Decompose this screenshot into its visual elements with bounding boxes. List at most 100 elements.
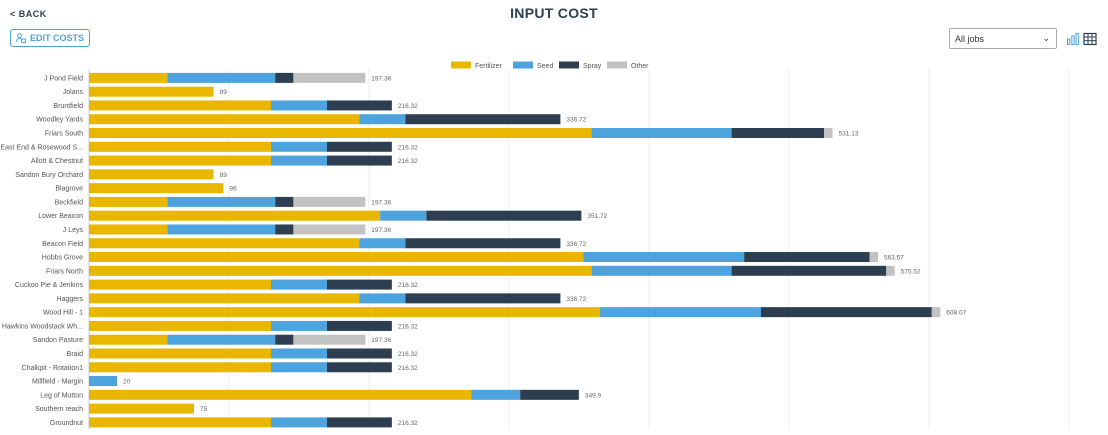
legend-label-fertilizer: Fertilizer	[475, 63, 503, 70]
category-label: Beckfield	[55, 199, 84, 206]
bar-total-label: 216.32	[398, 282, 418, 289]
category-label: J Pond Field	[44, 75, 83, 82]
bar-segment-fertilizer	[89, 210, 381, 221]
category-label: Millfield - Margin	[32, 379, 83, 386]
bar-segment-spray	[405, 238, 561, 249]
category-label: Cuckoo Pie & Jenkins	[15, 282, 84, 289]
bar-segment-fertilizer	[89, 238, 360, 249]
bar-segment-spray	[327, 279, 392, 290]
bar-total-label: 563.57	[884, 255, 904, 262]
bar-total-label: 75	[200, 406, 208, 413]
edit-costs-button[interactable]: EDIT COSTS	[10, 29, 90, 47]
bar-segment-seed	[359, 114, 406, 125]
bar-series	[89, 72, 941, 428]
chart-legend: Fertilizer Seed Spray Other	[451, 61, 649, 70]
bar-segment-spray	[327, 417, 392, 428]
bar-segment-spray	[327, 348, 392, 359]
bar-total-label: 216.32	[398, 144, 418, 151]
bar-total-label: 96	[229, 186, 237, 193]
category-label: Hawkins Woodstack Wh...	[2, 323, 83, 330]
category-label: Bruntfield	[53, 103, 83, 110]
category-label: Wood Hill - 1	[43, 310, 83, 317]
bar-segment-fertilizer	[89, 279, 271, 290]
legend-swatch-other	[607, 61, 627, 69]
bar-segment-seed	[167, 196, 276, 207]
bar-segment-seed	[271, 320, 327, 331]
bar-segment-fertilizer	[89, 320, 271, 331]
bar-segment-fertilizer	[89, 403, 194, 414]
bar-segment-fertilizer	[89, 128, 592, 139]
bar-segment-other	[293, 224, 366, 235]
bar-segment-spray	[327, 155, 392, 166]
bar-segment-fertilizer	[89, 224, 168, 235]
bar-chart-icon[interactable]	[1066, 32, 1080, 46]
bar-segment-other	[824, 128, 833, 139]
bar-segment-fertilizer	[89, 155, 271, 166]
bar-total-label: 531.13	[839, 131, 859, 138]
bar-segment-fertilizer	[89, 141, 271, 152]
back-button[interactable]: < BACK	[10, 9, 47, 19]
bar-segment-spray	[744, 252, 870, 263]
job-filter-value: All jobs	[955, 33, 985, 44]
bar-total-label: 608.07	[946, 310, 966, 317]
category-label: Groundnut	[50, 420, 83, 427]
bar-segment-seed	[271, 155, 327, 166]
bar-total-label: 336.72	[566, 117, 586, 124]
bar-segment-seed	[271, 417, 327, 428]
bar-segment-seed	[271, 348, 327, 359]
bar-segment-fertilizer	[89, 169, 214, 180]
bar-total-label: 89	[220, 172, 228, 179]
bar-segment-spray	[275, 72, 294, 83]
category-label: Sandon Pasture	[33, 337, 83, 344]
page-title: INPUT COST	[510, 5, 598, 21]
bar-segment-spray	[405, 293, 561, 304]
legend-label-seed: Seed	[537, 63, 553, 70]
bar-segment-fertilizer	[89, 100, 271, 111]
category-label: Lower Beacon	[38, 213, 83, 220]
bar-total-label: 216.32	[398, 158, 418, 165]
table-icon[interactable]	[1083, 32, 1097, 46]
chevron-down-icon: ⌄	[1042, 33, 1050, 43]
bar-total-label: 216.32	[398, 323, 418, 330]
bar-total-label: 216.32	[398, 351, 418, 358]
bar-total-label: 336.72	[566, 296, 586, 303]
bar-segment-other	[869, 252, 878, 263]
bar-segment-spray	[327, 320, 392, 331]
category-label: J Leys	[63, 227, 84, 234]
bar-segment-seed	[471, 389, 521, 400]
bar-segment-spray	[327, 141, 392, 152]
legend-swatch-spray	[559, 61, 579, 69]
category-label: Blagrove	[55, 186, 83, 193]
bar-total-label: 336.72	[566, 241, 586, 248]
bar-segment-spray	[731, 128, 824, 139]
bar-segment-other	[886, 265, 895, 276]
bar-segment-fertilizer	[89, 389, 472, 400]
bar-total-label: 197.36	[371, 75, 391, 82]
legend-label-other: Other	[631, 63, 649, 70]
bar-segment-fertilizer	[89, 252, 584, 263]
bar-segment-seed	[591, 128, 732, 139]
bar-segment-seed	[583, 252, 745, 263]
bar-segment-spray	[761, 307, 932, 318]
category-label: East End & Rosewood S...	[1, 144, 84, 151]
bar-segment-seed	[359, 293, 406, 304]
bar-total-label: 349.9	[585, 392, 602, 399]
legend-swatch-seed	[513, 61, 533, 69]
bar-total-label: 216.32	[398, 103, 418, 110]
bar-segment-seed	[271, 141, 327, 152]
bar-segment-seed	[167, 224, 276, 235]
bar-total-label: 197.36	[371, 199, 391, 206]
bar-segment-spray	[405, 114, 561, 125]
job-filter-select[interactable]: All jobs ⌄	[949, 28, 1057, 49]
bar-segment-fertilizer	[89, 334, 168, 345]
bar-segment-seed	[89, 376, 117, 387]
bar-segment-spray	[275, 196, 294, 207]
bar-segment-seed	[271, 362, 327, 373]
bar-segment-seed	[380, 210, 427, 221]
bar-segment-fertilizer	[89, 183, 224, 194]
bar-segment-seed	[359, 238, 406, 249]
bar-segment-fertilizer	[89, 114, 360, 125]
bar-total-label: 351.72	[587, 213, 607, 220]
bar-total-label: 197.36	[371, 337, 391, 344]
category-label: Hobbs Grove	[42, 255, 83, 262]
